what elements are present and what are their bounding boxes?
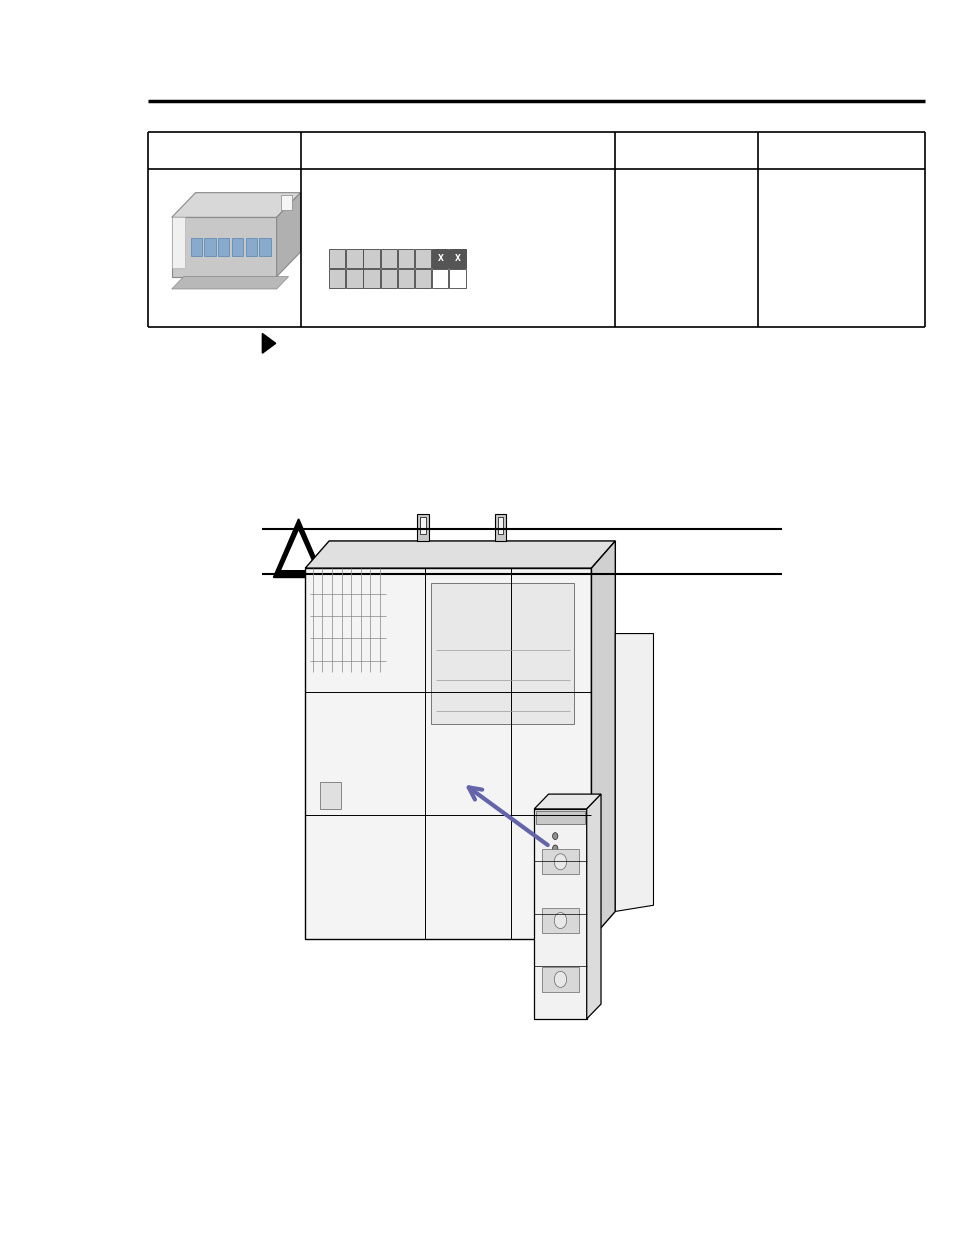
Bar	[449, 269, 465, 288]
Bar	[380, 249, 396, 268]
Circle shape	[554, 913, 566, 929]
Circle shape	[552, 845, 558, 852]
Bar	[541, 967, 578, 992]
Bar	[431, 583, 574, 724]
Bar	[419, 517, 425, 534]
Bar	[397, 249, 414, 268]
Polygon shape	[262, 333, 275, 353]
Polygon shape	[305, 541, 615, 568]
Bar	[280, 195, 293, 210]
Bar	[541, 908, 578, 932]
Bar	[346, 269, 362, 288]
Polygon shape	[534, 794, 600, 809]
Polygon shape	[172, 193, 300, 217]
Bar	[449, 249, 465, 268]
Polygon shape	[591, 541, 615, 939]
Polygon shape	[172, 217, 276, 277]
Bar	[534, 809, 586, 1019]
Bar	[541, 850, 578, 874]
Bar	[245, 238, 256, 256]
Bar	[191, 238, 202, 256]
Circle shape	[552, 857, 558, 864]
Bar	[494, 514, 505, 541]
Bar	[232, 238, 243, 256]
Circle shape	[554, 853, 566, 869]
Bar	[415, 269, 431, 288]
Polygon shape	[281, 531, 315, 571]
Circle shape	[552, 832, 558, 840]
Bar	[259, 238, 271, 256]
Text: X: X	[437, 253, 443, 263]
Bar	[363, 269, 379, 288]
Polygon shape	[274, 519, 323, 577]
Bar	[305, 568, 591, 939]
Bar	[346, 249, 362, 268]
Bar	[319, 782, 340, 809]
Polygon shape	[586, 794, 600, 1019]
Bar	[416, 514, 429, 541]
Bar	[432, 269, 448, 288]
Circle shape	[554, 971, 566, 988]
Polygon shape	[172, 217, 185, 268]
Bar	[397, 269, 414, 288]
Text: X: X	[455, 253, 460, 263]
Polygon shape	[615, 634, 653, 911]
Polygon shape	[172, 277, 288, 289]
Bar	[218, 238, 229, 256]
Bar	[380, 269, 396, 288]
Bar	[363, 249, 379, 268]
Bar	[415, 249, 431, 268]
Bar	[204, 238, 215, 256]
Bar	[329, 249, 345, 268]
Bar	[329, 269, 345, 288]
Polygon shape	[276, 193, 300, 277]
Bar	[536, 811, 584, 824]
Bar	[432, 249, 448, 268]
Bar	[497, 517, 503, 534]
